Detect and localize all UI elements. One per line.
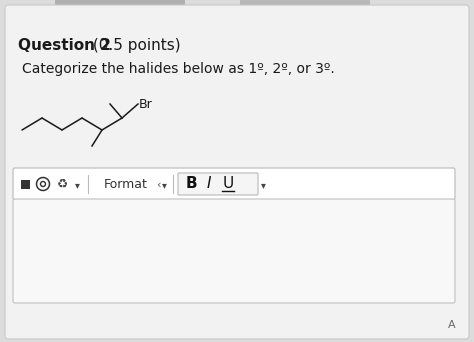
FancyBboxPatch shape xyxy=(5,5,469,339)
Text: ▾: ▾ xyxy=(162,180,166,190)
FancyBboxPatch shape xyxy=(13,199,455,303)
Text: B: B xyxy=(185,176,197,192)
FancyBboxPatch shape xyxy=(20,180,29,188)
Text: ▾: ▾ xyxy=(74,180,80,190)
Text: U: U xyxy=(222,176,234,192)
Text: (0.5 points): (0.5 points) xyxy=(88,38,181,53)
Text: Question 2: Question 2 xyxy=(18,38,111,53)
Text: ▾: ▾ xyxy=(261,180,265,190)
FancyBboxPatch shape xyxy=(13,168,455,200)
Text: Categorize the halides below as 1º, 2º, or 3º.: Categorize the halides below as 1º, 2º, … xyxy=(22,62,335,76)
FancyBboxPatch shape xyxy=(178,173,258,195)
Text: ♻: ♻ xyxy=(57,177,69,190)
Text: Format: Format xyxy=(104,177,148,190)
FancyBboxPatch shape xyxy=(55,0,185,10)
FancyBboxPatch shape xyxy=(240,0,370,10)
Text: A: A xyxy=(448,320,456,330)
Text: ‹: ‹ xyxy=(156,180,160,190)
Text: Br: Br xyxy=(139,97,153,110)
Text: I: I xyxy=(207,176,211,192)
